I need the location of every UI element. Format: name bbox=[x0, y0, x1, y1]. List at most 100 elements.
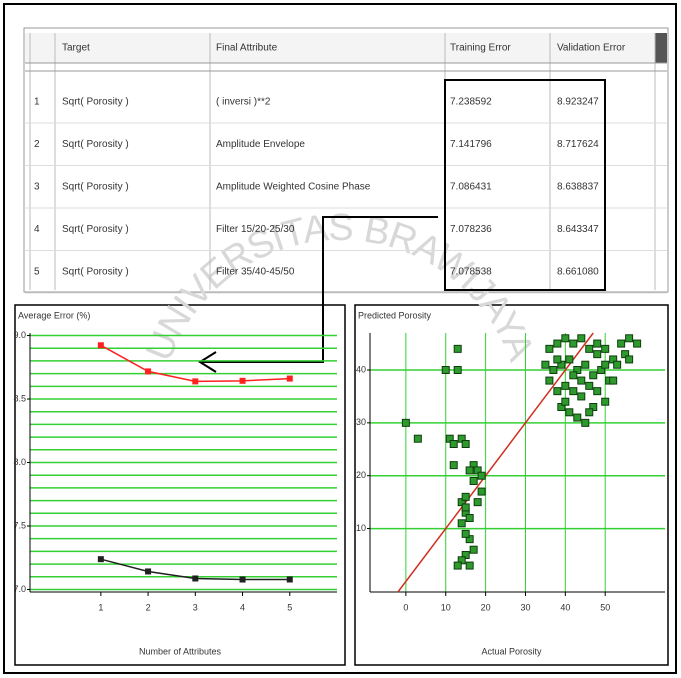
point bbox=[97, 556, 104, 563]
y-tick-label: 9.0 bbox=[13, 330, 26, 340]
x-tick-label: 30 bbox=[520, 602, 530, 612]
point bbox=[457, 519, 466, 528]
point bbox=[413, 434, 422, 443]
point bbox=[609, 376, 618, 385]
table-cell: 8.638837 bbox=[557, 182, 599, 193]
point bbox=[145, 568, 152, 575]
x-tick-label: 1 bbox=[98, 602, 103, 612]
point bbox=[145, 368, 152, 375]
x-tick-label: 40 bbox=[560, 602, 570, 612]
point bbox=[613, 360, 622, 369]
point bbox=[585, 381, 594, 390]
point bbox=[593, 350, 602, 359]
table-cell: 7.238592 bbox=[450, 97, 492, 108]
point bbox=[569, 371, 578, 380]
point bbox=[477, 487, 486, 496]
point bbox=[625, 334, 634, 343]
point bbox=[239, 377, 246, 384]
y-tick-label: 30 bbox=[356, 417, 366, 427]
point bbox=[477, 471, 486, 480]
point bbox=[601, 360, 610, 369]
point bbox=[601, 344, 610, 353]
x-tick-label: 50 bbox=[600, 602, 610, 612]
line-panel bbox=[14, 304, 346, 666]
one-to-one-line bbox=[397, 332, 594, 593]
table-cell: Sqrt( Porosity ) bbox=[62, 182, 129, 193]
point bbox=[192, 575, 199, 582]
point bbox=[573, 413, 582, 422]
point bbox=[545, 344, 554, 353]
point bbox=[469, 545, 478, 554]
table-cell: 5 bbox=[34, 267, 40, 278]
point bbox=[286, 375, 293, 382]
point bbox=[577, 392, 586, 401]
point bbox=[453, 366, 462, 374]
table-cell: Sqrt( Porosity ) bbox=[62, 139, 129, 150]
y-tick-label: 40 bbox=[356, 364, 366, 374]
y-tick-label: 10 bbox=[356, 523, 366, 533]
x-tick-label: 20 bbox=[481, 602, 491, 612]
x-tick-label: 3 bbox=[193, 602, 198, 612]
point bbox=[97, 342, 104, 349]
point bbox=[593, 339, 602, 348]
table-cell: 4 bbox=[34, 224, 40, 235]
point bbox=[585, 408, 594, 417]
point bbox=[553, 387, 562, 396]
table-cell: 2 bbox=[34, 139, 40, 150]
table-cell: Sqrt( Porosity ) bbox=[62, 97, 129, 108]
y-axis-label: Predicted Porosity bbox=[358, 310, 432, 320]
table-cell: Sqrt( Porosity ) bbox=[62, 224, 129, 235]
point bbox=[441, 366, 450, 374]
point bbox=[581, 418, 590, 427]
point bbox=[453, 344, 462, 353]
x-tick-label: 10 bbox=[441, 602, 451, 612]
point bbox=[581, 360, 590, 369]
table-cell: Filter 35/40-45/50 bbox=[216, 267, 295, 278]
point bbox=[239, 576, 246, 583]
point bbox=[577, 334, 586, 343]
table-cell: 7.078538 bbox=[450, 267, 492, 278]
x-axis-label: Actual Porosity bbox=[481, 646, 542, 656]
point bbox=[401, 418, 410, 427]
point bbox=[625, 355, 634, 364]
y-tick-label: 8.5 bbox=[13, 393, 26, 403]
point bbox=[601, 397, 610, 406]
table-cell: Amplitude Envelope bbox=[216, 139, 305, 150]
y-tick-label: 7.0 bbox=[13, 584, 26, 594]
table-header: Target bbox=[62, 43, 90, 54]
point bbox=[617, 339, 626, 348]
point bbox=[465, 466, 474, 475]
y-tick-label: 20 bbox=[356, 470, 366, 480]
point bbox=[561, 381, 570, 390]
table-cell: 3 bbox=[34, 182, 40, 193]
scroll-corner bbox=[655, 33, 667, 63]
x-axis-label: Number of Attributes bbox=[139, 646, 222, 656]
table-header: Validation Error bbox=[557, 43, 626, 54]
y-axis-label: Average Error (%) bbox=[18, 310, 90, 320]
point bbox=[633, 339, 642, 348]
table-cell: 8.643347 bbox=[557, 224, 599, 235]
table-cell: 7.141796 bbox=[450, 139, 492, 150]
point bbox=[593, 387, 602, 396]
arrow-head bbox=[198, 351, 217, 373]
point bbox=[577, 376, 586, 385]
table-header: Training Error bbox=[450, 43, 511, 54]
table-cell: 8.717624 bbox=[557, 139, 599, 150]
table-cell: Filter 15/20-25/30 bbox=[216, 224, 295, 235]
table-header: Final Attribute bbox=[216, 43, 278, 54]
table-cell: 7.086431 bbox=[450, 182, 492, 193]
y-tick-label: 7.5 bbox=[13, 520, 26, 530]
point bbox=[449, 440, 458, 448]
point bbox=[569, 339, 578, 348]
table-cell: ( inversi )**2 bbox=[216, 97, 271, 108]
point bbox=[565, 355, 574, 364]
table-frame bbox=[23, 27, 669, 293]
point bbox=[286, 576, 293, 583]
point bbox=[469, 477, 478, 485]
table-cell: 8.661080 bbox=[557, 267, 599, 278]
point bbox=[569, 387, 578, 396]
point bbox=[465, 561, 474, 570]
point bbox=[461, 440, 470, 448]
table-cell: Amplitude Weighted Cosine Phase bbox=[216, 182, 371, 193]
